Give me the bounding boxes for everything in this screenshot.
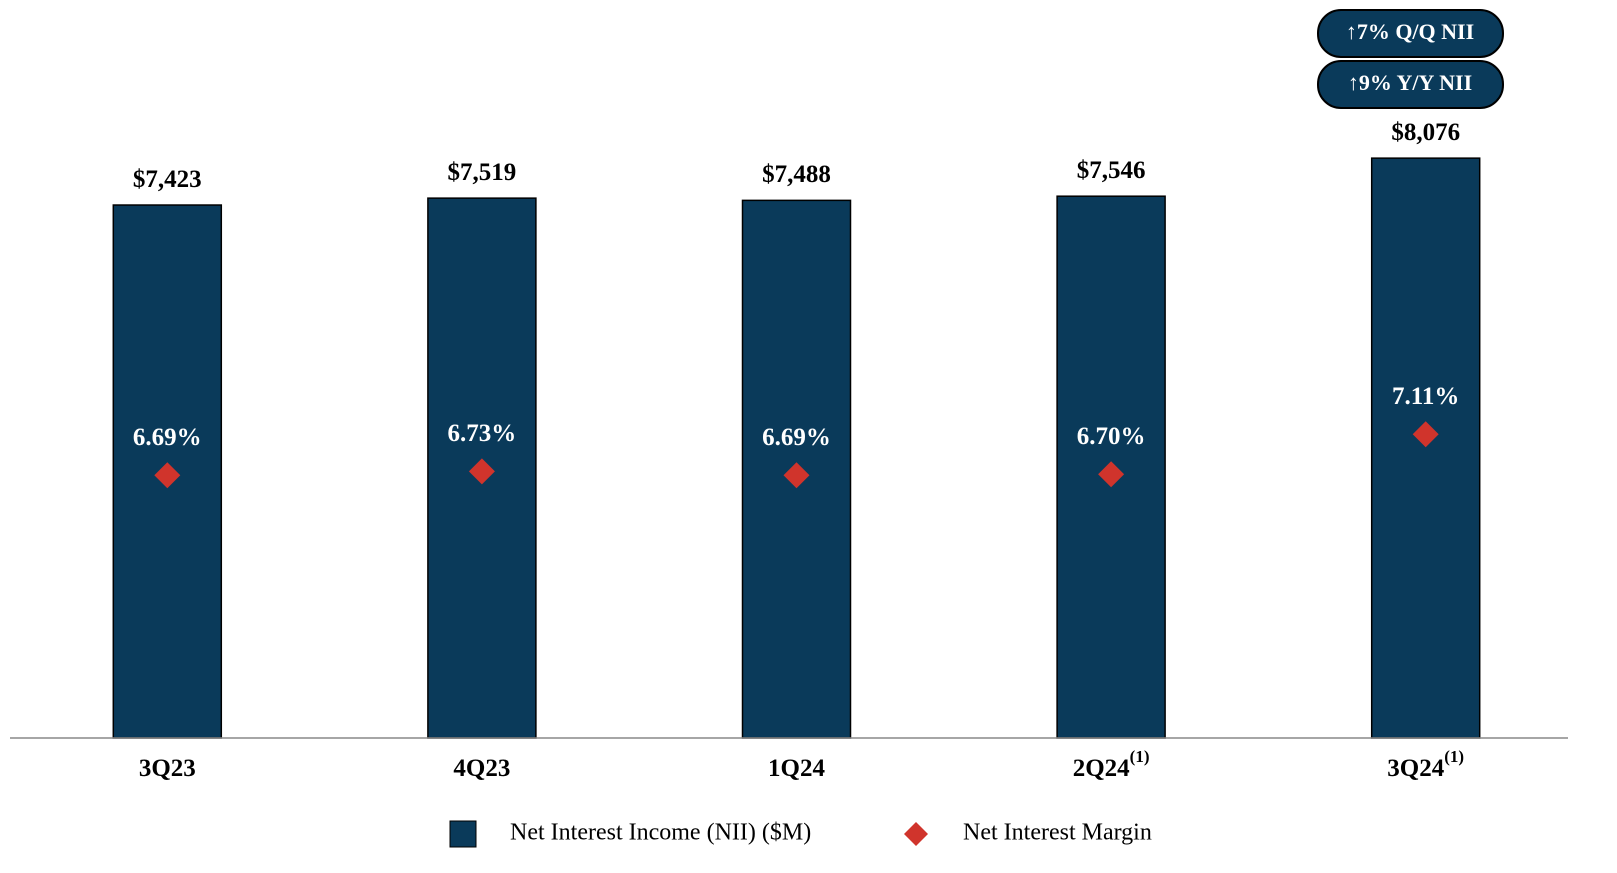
margin-label: 7.11% xyxy=(1392,383,1459,410)
margin-label: 6.69% xyxy=(762,424,831,451)
annotation-badge xyxy=(1317,60,1504,109)
annotation-text: ↑7% Q/Q NII xyxy=(1346,19,1474,44)
diamond-marker xyxy=(783,462,810,489)
diamond-marker xyxy=(154,462,181,489)
category: 4Q23 xyxy=(453,755,510,782)
x-tick-label: 3Q24(1) xyxy=(1387,747,1464,782)
x-tick-label: 3Q23 xyxy=(139,755,196,782)
category-note: (1) xyxy=(1130,747,1150,766)
annotation-badge xyxy=(1317,9,1504,58)
margin-label: 6.69% xyxy=(133,424,202,451)
x-tick-label: 4Q23 xyxy=(453,755,510,782)
category: 1Q24 xyxy=(768,755,825,782)
diamond-marker xyxy=(468,458,495,485)
bar-label: $7,519 xyxy=(448,159,517,186)
category-note: (1) xyxy=(1444,747,1464,766)
legend-label: Net Interest Income (NII) ($M) xyxy=(510,820,811,846)
category: 3Q23 xyxy=(139,755,196,782)
margin-label: 6.73% xyxy=(448,420,517,447)
margin-label: 6.70% xyxy=(1077,423,1146,450)
category: 2Q24 xyxy=(1073,755,1130,782)
bar-label: $7,546 xyxy=(1077,157,1146,184)
category: 3Q24 xyxy=(1387,755,1444,782)
bar-label: $8,076 xyxy=(1391,119,1460,146)
annotation-text: ↑9% Y/Y NII xyxy=(1348,70,1472,95)
diamond-marker xyxy=(1412,421,1439,448)
x-tick-label: 1Q24 xyxy=(768,755,825,782)
legend-marker xyxy=(904,822,928,846)
legend-swatch xyxy=(449,820,477,848)
legend-label: Net Interest Margin xyxy=(963,820,1152,846)
bar-label: $7,488 xyxy=(762,161,831,188)
bar-label: $7,423 xyxy=(133,166,202,193)
bar xyxy=(1370,157,1481,739)
diamond-marker xyxy=(1098,461,1125,488)
x-tick-label: 2Q24(1) xyxy=(1073,747,1150,782)
